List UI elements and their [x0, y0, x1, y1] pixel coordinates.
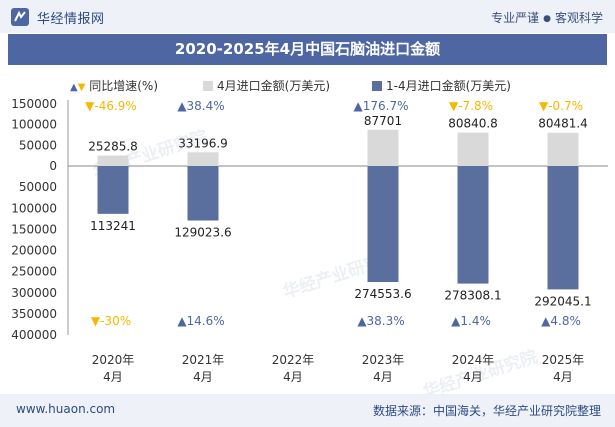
yoy-ytd-label: ▲1.4%	[451, 314, 491, 328]
data-label-ytd: 113241	[90, 219, 136, 233]
legend-ytd-swatch	[372, 81, 382, 91]
x-tick-label: 4月	[283, 370, 303, 384]
yoy-ytd-label: ▲4.8%	[541, 314, 581, 328]
bar-monthly	[97, 155, 129, 166]
y-tick-label: 200000	[11, 244, 57, 258]
data-label-ytd: 278308.1	[444, 289, 501, 303]
bullet-icon: ●	[543, 14, 551, 24]
data-label-ytd: 274553.6	[354, 287, 411, 301]
legend-yoy: ▲▼ 同比增速(%)	[70, 78, 158, 96]
x-tick-label: 2021年	[182, 353, 225, 367]
x-tick-label: 2020年	[92, 353, 135, 367]
y-tick-label: 50000	[19, 180, 57, 194]
y-tick-label: 100000	[11, 201, 57, 215]
y-tick-label: 100000	[11, 118, 57, 132]
legend-ytd-label: 1-4月进口金额(万美元)	[386, 79, 511, 93]
yoy-monthly-label: ▲176.7%	[354, 99, 409, 113]
header-bar: 华经情报网 专业严谨 ● 客观科学	[0, 0, 615, 33]
chart-title-bar: 2020-2025年4月中国石脑油进口金额	[8, 34, 607, 65]
data-label-monthly: 80481.4	[538, 117, 588, 131]
data-label-monthly: 33196.9	[178, 136, 228, 150]
bar-ytd	[457, 166, 489, 284]
y-tick-label: 150000	[11, 222, 57, 236]
bar-monthly	[187, 152, 219, 166]
yoy-ytd-label: ▼-30%	[91, 314, 131, 328]
legend-ytd: 1-4月进口金额(万美元)	[372, 78, 511, 94]
chart-title: 2020-2025年4月中国石脑油进口金额	[174, 40, 441, 58]
legend-monthly-swatch	[203, 81, 213, 91]
x-tick-label: 4月	[373, 370, 393, 384]
bar-monthly	[457, 132, 489, 166]
triangle-down-icon: ▼	[77, 82, 86, 93]
data-label-monthly: 80840.8	[448, 117, 498, 131]
yoy-monthly-label: ▼-46.9%	[85, 99, 137, 113]
tagline: 专业严谨 ● 客观科学	[491, 9, 603, 26]
x-tick-label: 4月	[553, 370, 573, 384]
yoy-monthly-label: ▲38.4%	[177, 99, 224, 113]
legend-yoy-label: 同比增速(%)	[89, 79, 159, 93]
x-tick-label: 4月	[103, 370, 123, 384]
legend-monthly-label: 4月进口金额(万美元)	[217, 79, 330, 93]
y-tick-label: 250000	[11, 265, 57, 279]
x-tick-label: 2025年	[542, 353, 585, 367]
y-tick-label: 300000	[11, 286, 57, 300]
tagline-left: 专业严谨	[491, 11, 540, 25]
tagline-right: 客观科学	[554, 11, 603, 25]
yoy-ytd-label: ▲38.3%	[357, 314, 404, 328]
x-tick-label: 2022年	[272, 353, 315, 367]
website-link[interactable]: www.huaon.com	[16, 402, 116, 416]
data-label-monthly: 25285.8	[88, 140, 138, 154]
y-tick-label: 400000	[11, 328, 57, 342]
bar-ytd	[547, 166, 579, 290]
yoy-ytd-label: ▲14.6%	[177, 314, 224, 328]
y-tick-label: 0	[49, 159, 57, 173]
yoy-monthly-label: ▼-0.7%	[539, 99, 583, 113]
legend-monthly: 4月进口金额(万美元)	[203, 78, 330, 94]
bar-ytd	[187, 166, 219, 221]
bar-ytd	[97, 166, 129, 214]
bar-ytd	[367, 166, 399, 282]
yoy-monthly-label: ▼-7.8%	[449, 99, 493, 113]
footer-bar: www.huaon.com 数据来源：中国海关，华经产业研究院整理	[0, 394, 615, 427]
y-tick-label: 350000	[11, 307, 57, 321]
x-tick-label: 4月	[193, 370, 213, 384]
data-source: 数据来源：中国海关，华经产业研究院整理	[372, 404, 601, 418]
x-tick-label: 4月	[463, 370, 483, 384]
huajing-logo-icon	[11, 8, 29, 26]
data-label-monthly: 87701	[364, 114, 402, 128]
bar-monthly	[367, 129, 399, 166]
x-tick-label: 2023年	[362, 353, 405, 367]
x-tick-label: 2024年	[452, 353, 495, 367]
y-tick-label: 150000	[11, 97, 57, 111]
y-tick-label: 50000	[19, 138, 57, 152]
data-label-ytd: 292045.1	[534, 294, 591, 308]
triangle-up-icon: ▲	[70, 82, 78, 93]
brand-name: 华经情报网	[37, 12, 105, 27]
bar-monthly	[547, 132, 579, 166]
data-label-ytd: 129023.6	[174, 226, 231, 240]
